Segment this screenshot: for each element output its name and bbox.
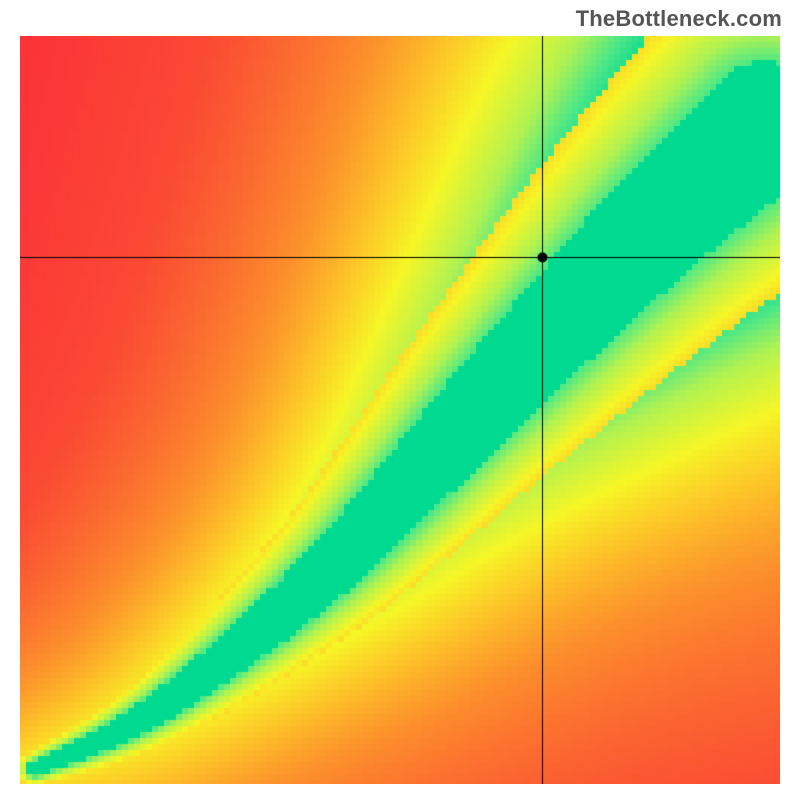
plot-area (20, 36, 780, 784)
chart-container: TheBottleneck.com (0, 0, 800, 800)
heatmap-canvas (20, 36, 780, 784)
watermark-text: TheBottleneck.com (576, 6, 782, 32)
